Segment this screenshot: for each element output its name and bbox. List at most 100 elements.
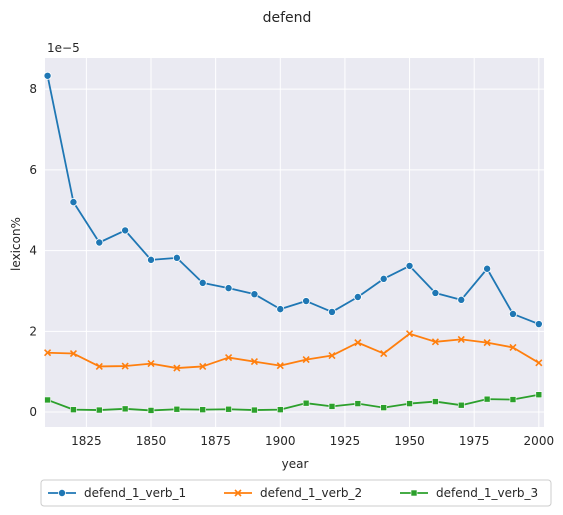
grid-lines	[45, 58, 544, 427]
data-point	[354, 339, 362, 347]
x-tick-label: 1975	[459, 434, 490, 448]
x-tick-label: 1875	[200, 434, 231, 448]
chart-title: defend	[263, 10, 312, 26]
series-line	[47, 393, 539, 412]
x-tick-label: 1825	[71, 434, 102, 448]
legend: defend_1_verb_1 defend_1_verb_2 defend_1_v…	[40, 479, 552, 507]
data-point	[353, 293, 362, 302]
data-point	[69, 349, 78, 358]
legend-label: defend_1_verb_2	[260, 486, 362, 500]
data-point	[95, 362, 103, 371]
data-point	[431, 338, 439, 346]
legend-box	[40, 479, 552, 507]
data-point	[380, 404, 387, 411]
data-point	[328, 403, 336, 410]
x-tick-labels: 1825 1850 1875 1900 1925 1950 1975 2000	[71, 434, 554, 448]
y-tick-label: 6	[29, 163, 37, 177]
legend-label: defend_1_verb_3	[436, 486, 538, 500]
data-point	[172, 253, 181, 262]
data-point	[276, 362, 284, 370]
data-point	[509, 396, 517, 403]
data-point	[69, 198, 78, 207]
data-point	[483, 264, 492, 273]
y-offset-text: 1e−5	[47, 41, 80, 55]
legend-marker	[58, 488, 67, 497]
data-point	[250, 290, 259, 299]
data-point	[457, 295, 466, 304]
series-layer	[43, 71, 543, 414]
x-axis-label: year	[282, 457, 309, 471]
data-point	[327, 307, 336, 316]
y-tick-label: 2	[29, 324, 37, 338]
data-point	[432, 398, 439, 405]
data-point	[431, 288, 440, 297]
data-point	[95, 238, 104, 247]
data-point	[276, 305, 285, 314]
data-point	[508, 309, 517, 318]
legend-marker	[234, 489, 242, 497]
legend-entry: defend_1_verb_3	[400, 486, 538, 500]
data-point	[121, 405, 129, 413]
plot-area	[45, 58, 544, 427]
series-2	[44, 330, 543, 372]
x-tick-label: 1950	[394, 434, 425, 448]
y-tick-label: 0	[29, 405, 37, 419]
data-point	[405, 261, 414, 270]
series-line	[46, 75, 540, 325]
data-point	[199, 406, 207, 413]
data-point	[509, 343, 517, 352]
x-tick-label: 1925	[330, 434, 361, 448]
data-point	[95, 406, 103, 414]
data-point	[483, 339, 491, 347]
legend-marker	[410, 489, 418, 497]
y-axis-label: lexicon%	[9, 217, 23, 271]
data-point	[380, 349, 388, 358]
data-point	[250, 358, 258, 366]
data-point	[379, 274, 388, 283]
data-point	[198, 278, 207, 287]
y-tick-labels: 0 2 4 6 8	[29, 82, 37, 419]
data-point	[70, 406, 77, 413]
data-point	[457, 401, 465, 409]
data-point	[328, 351, 336, 360]
data-point	[535, 359, 543, 367]
series-3	[44, 391, 543, 414]
data-point	[44, 349, 52, 357]
series-1	[43, 71, 543, 329]
data-point	[225, 405, 232, 413]
data-point	[457, 335, 465, 343]
data-point	[43, 71, 52, 80]
x-tick-label: 2000	[524, 434, 555, 448]
legend-entry: defend_1_verb_1	[48, 486, 186, 500]
data-point	[44, 396, 51, 404]
data-point	[147, 407, 155, 414]
data-point	[406, 400, 413, 407]
data-point	[276, 406, 284, 413]
y-tick-label: 8	[29, 82, 37, 96]
data-point	[121, 362, 129, 370]
data-point	[121, 226, 130, 235]
x-tick-label: 1850	[136, 434, 167, 448]
series-line	[47, 332, 540, 369]
data-point	[147, 360, 155, 368]
data-point	[483, 395, 491, 403]
data-point	[251, 406, 258, 414]
data-point	[302, 297, 311, 306]
data-point	[173, 364, 181, 372]
data-point	[354, 400, 362, 407]
data-point	[147, 255, 156, 264]
x-tick-label: 1900	[265, 434, 296, 448]
data-point	[224, 284, 233, 293]
data-point	[534, 320, 543, 329]
data-point	[535, 391, 543, 399]
data-point	[199, 362, 207, 371]
data-point	[225, 353, 233, 362]
legend-label: defend_1_verb_1	[84, 486, 186, 500]
data-point	[302, 399, 310, 407]
data-point	[405, 330, 414, 338]
legend-entry: defend_1_verb_2	[224, 486, 362, 500]
y-tick-label: 4	[29, 244, 37, 258]
data-point	[302, 356, 310, 364]
data-point	[173, 405, 181, 413]
